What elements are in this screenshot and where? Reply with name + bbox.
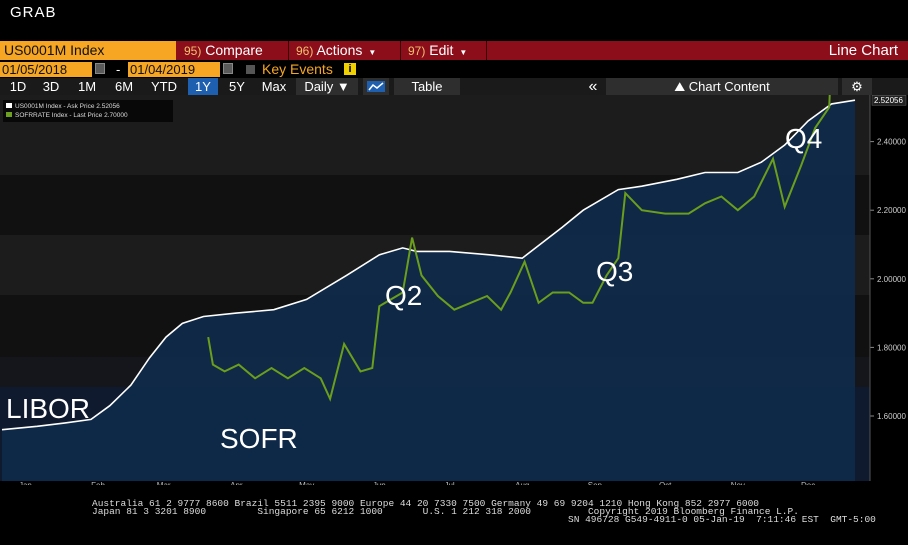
actions-label: Actions <box>316 42 363 58</box>
x-tick-label: Sep <box>588 481 603 485</box>
window-title: GRAB <box>10 4 57 21</box>
key-events-checkbox[interactable] <box>246 65 255 74</box>
footer-line-1: Australia 61 2 9777 8600 Brazil 5511 239… <box>92 498 760 509</box>
annotation-label: LIBOR <box>6 393 90 424</box>
divider <box>400 41 401 60</box>
table-button[interactable]: Table <box>394 78 460 95</box>
chart-area: Jan Feb Mar Apr May Jun Jul Aug Sep Oct Nov Dec 1.60… <box>0 0 908 500</box>
legend-swatch <box>6 112 12 117</box>
chart-content-label: Chart Content <box>688 79 770 94</box>
calendar-icon[interactable] <box>95 63 105 74</box>
y-tick-label: 2.00000 <box>877 275 906 284</box>
line-chart: Jan Feb Mar Apr May Jun Jul Aug Sep Oct Nov Dec 1.60… <box>0 0 907 500</box>
chart-content-button[interactable]: ⛰ Chart Content <box>606 78 838 95</box>
period-button-6m[interactable]: 6M <box>114 79 134 94</box>
x-tick-label: Dec <box>801 481 815 485</box>
y-tick-label: 2.40000 <box>877 138 906 147</box>
period-button-5y[interactable]: 5Y <box>229 79 245 94</box>
edit-button[interactable]: 97) Edit ▼ <box>408 41 467 60</box>
period-button-3d[interactable]: 3D <box>42 79 60 94</box>
y-tick-label: 2.20000 <box>877 206 906 215</box>
annotation-label: SOFR <box>220 423 298 454</box>
legend-swatch <box>6 103 12 108</box>
period-button-ytd[interactable]: YTD <box>151 79 177 94</box>
calendar-icon[interactable] <box>223 63 233 74</box>
info-icon[interactable]: i <box>344 63 356 75</box>
footer-line-3: SN 496728 G549-4911-0 05-Jan-19 7:11:46 … <box>568 514 876 525</box>
x-tick-label: Feb <box>91 481 105 485</box>
edit-label: Edit <box>429 42 454 58</box>
ticker-field[interactable]: US0001M Index <box>0 41 176 60</box>
x-tick-label: Jul <box>444 481 454 485</box>
x-tick-label: Jun <box>373 481 386 485</box>
divider <box>288 41 289 60</box>
date-dash: - <box>116 62 121 77</box>
x-tick-label: Oct <box>659 481 672 485</box>
x-tick-label: Aug <box>515 481 529 485</box>
chevron-down-icon: ▼ <box>368 48 377 57</box>
y-tick-label: 1.80000 <box>877 343 906 352</box>
actions-button[interactable]: 96) Actions ▼ <box>296 41 376 60</box>
x-tick-label: Apr <box>230 481 243 485</box>
compare-button[interactable]: 95) Compare <box>184 41 263 60</box>
compare-num: 95) <box>184 44 202 58</box>
annotation-label: Q2 <box>385 280 422 311</box>
annotation-label: Q4 <box>785 123 822 154</box>
x-tick-label: May <box>299 481 314 485</box>
edit-num: 97) <box>408 44 426 58</box>
command-bar <box>0 41 908 60</box>
legend-label: SOFRRATE Index - Last Price 2.70000 <box>15 112 128 119</box>
end-date-field[interactable]: 01/04/2019 <box>128 62 220 77</box>
key-events-label[interactable]: Key Events <box>262 61 333 77</box>
period-button-1y[interactable]: 1Y <box>188 78 218 95</box>
legend-label: US0001M Index - Ask Price 2.52056 <box>15 103 120 110</box>
x-tick-label: Mar <box>157 481 171 485</box>
view-title: Line Chart <box>828 42 898 59</box>
period-button-max[interactable]: Max <box>261 79 287 94</box>
start-date-field[interactable]: 01/05/2018 <box>0 62 92 77</box>
x-tick-label: Nov <box>731 481 745 485</box>
chart-content-icon: ⛰ <box>674 79 689 94</box>
last-value-badge <box>871 94 907 106</box>
x-tick-label: Jan <box>19 481 32 485</box>
collapse-button[interactable]: « <box>588 78 598 95</box>
period-button-1m[interactable]: 1M <box>77 79 97 94</box>
line-chart-icon[interactable] <box>363 78 389 95</box>
y-tick-label: 1.60000 <box>877 412 906 421</box>
compare-label: Compare <box>205 42 263 58</box>
series-line-1 <box>207 0 856 402</box>
actions-num: 96) <box>296 44 314 58</box>
chevron-down-icon: ▼ <box>459 48 468 57</box>
footer-line-2: Japan 81 3 3201 8900 Singapore 65 6212 1… <box>92 506 799 517</box>
settings-icon[interactable]: ⚙ <box>842 78 872 95</box>
last-value-label: 2.52056 <box>874 96 903 105</box>
divider <box>486 41 487 60</box>
legend-box <box>3 100 173 122</box>
period-button-1d[interactable]: 1D <box>9 79 27 94</box>
frequency-dropdown[interactable]: Daily ▼ <box>296 78 358 95</box>
libor-area <box>2 100 855 481</box>
annotation-label: Q3 <box>596 256 633 287</box>
